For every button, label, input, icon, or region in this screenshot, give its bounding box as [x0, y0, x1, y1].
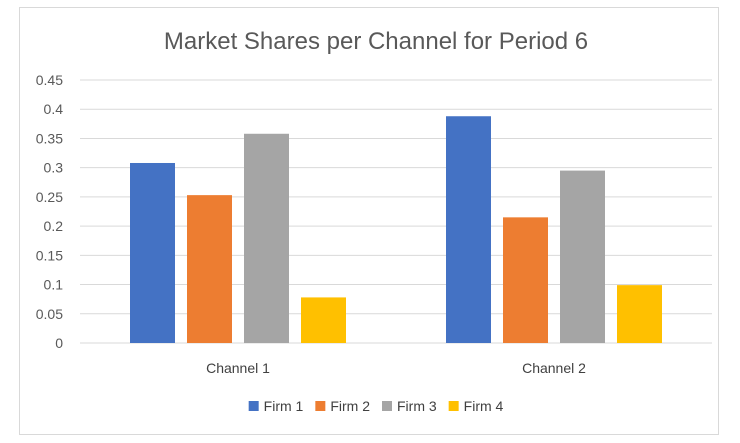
gridlines	[80, 79, 712, 344]
y-tick-label: 0.05	[36, 306, 63, 322]
bar-firm-4-channel-1	[301, 297, 346, 343]
y-axis-ticks: 0 0.05 0.1 0.15 0.2 0.25 0.3 0.35 0.4 0.45	[36, 72, 63, 351]
bars	[130, 116, 662, 343]
bar-firm-1-channel-1	[130, 162, 175, 343]
legend: Firm 1 Firm 2 Firm 3 Firm 4	[248, 398, 504, 414]
bar-firm-2-channel-2	[503, 217, 548, 343]
y-tick-label: 0.35	[36, 130, 63, 146]
legend-swatch	[448, 401, 459, 411]
y-tick-label: 0.4	[44, 101, 64, 117]
x-category-label: Channel 2	[522, 360, 586, 376]
legend-swatch	[315, 401, 326, 411]
bar-firm-4-channel-2	[617, 285, 662, 343]
legend-swatch	[248, 401, 259, 411]
legend-swatch	[382, 401, 392, 411]
bar-firm-1-channel-2	[446, 116, 491, 343]
chart-title: Market Shares per Channel for Period 6	[164, 28, 588, 55]
y-tick-label: 0.3	[44, 160, 64, 176]
y-tick-label: 0.25	[36, 189, 63, 205]
bar-firm-3-channel-2	[560, 170, 605, 343]
legend-label: Firm 3	[397, 398, 437, 414]
bar-firm-3-channel-1	[244, 133, 289, 343]
y-tick-label: 0	[55, 335, 63, 351]
y-tick-label: 0.45	[36, 72, 63, 88]
legend-label: Firm 2	[330, 398, 370, 414]
y-tick-label: 0.1	[44, 277, 64, 293]
x-axis-categories: Channel 1 Channel 2	[206, 360, 586, 376]
y-tick-label: 0.2	[44, 218, 64, 234]
x-category-label: Channel 1	[206, 360, 270, 376]
bar-firm-2-channel-1	[187, 195, 232, 343]
legend-label: Firm 4	[464, 398, 504, 414]
legend-label: Firm 1	[264, 398, 304, 414]
y-tick-label: 0.15	[36, 247, 63, 263]
